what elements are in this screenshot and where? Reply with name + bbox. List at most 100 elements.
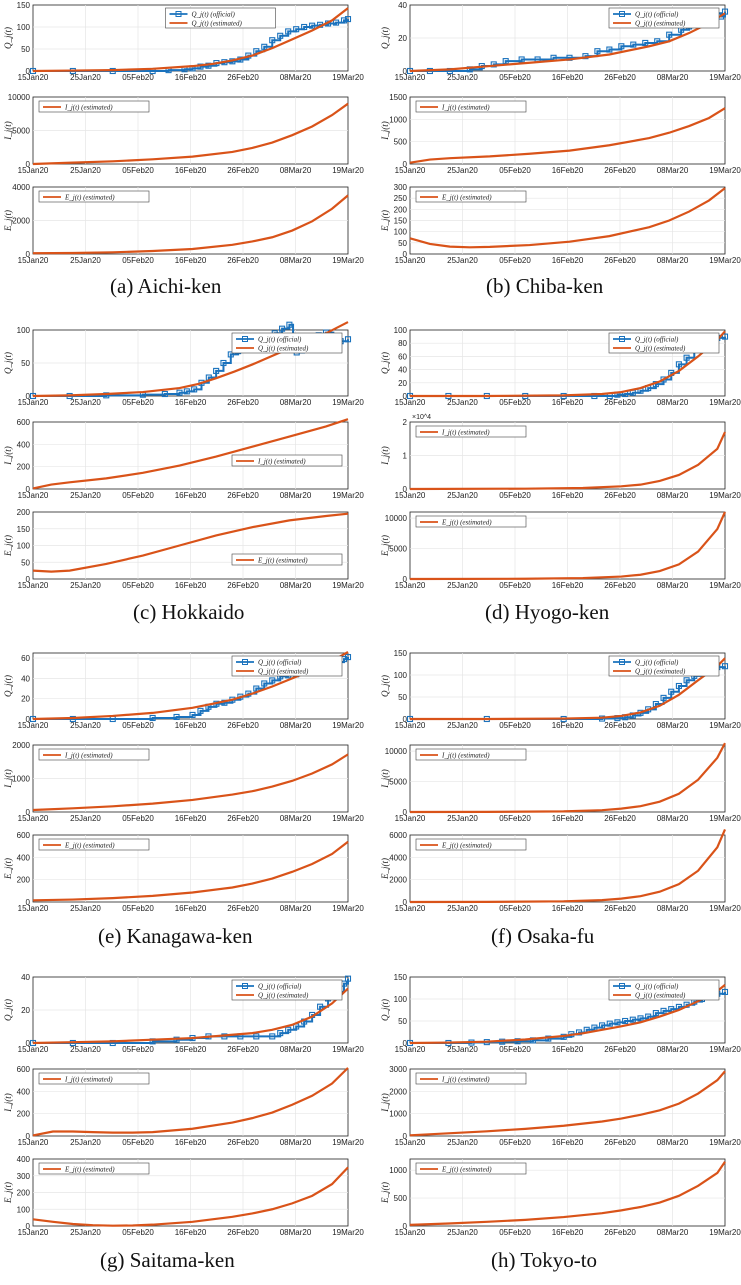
y-axis-label: Q_j(t) bbox=[380, 999, 390, 1021]
y-tick-label: 50 bbox=[21, 359, 30, 368]
y-tick-label: 100 bbox=[394, 228, 408, 237]
x-tick-label: 15Jan20 bbox=[395, 814, 426, 823]
y-tick-label: 200 bbox=[17, 1110, 31, 1119]
legend-label: I_j(t) (estimated) bbox=[257, 458, 306, 466]
legend-box bbox=[415, 190, 527, 203]
y-tick-label: 200 bbox=[17, 463, 31, 472]
x-tick-label: 26Feb20 bbox=[227, 1228, 259, 1237]
plot-a-E: 0 2000 4000 15Jan20 25Jan20 05Feb20 16Feb20 26F… bbox=[3, 183, 364, 265]
legend-label: Q_j(t) (official) bbox=[635, 11, 679, 19]
x-tick-label: 15Jan20 bbox=[395, 904, 426, 913]
y-tick-label: 100 bbox=[394, 995, 408, 1004]
x-tick-label: 25Jan20 bbox=[70, 491, 101, 500]
x-tick-label: 05Feb20 bbox=[499, 814, 531, 823]
x-tick-label: 08Mar20 bbox=[657, 491, 689, 500]
x-tick-label: 16Feb20 bbox=[552, 73, 584, 82]
x-tick-label: 19Mar20 bbox=[709, 73, 741, 82]
x-tick-label: 05Feb20 bbox=[122, 1138, 154, 1147]
data-point bbox=[344, 336, 352, 343]
legend-label: E_j(t) (estimated) bbox=[441, 842, 492, 850]
series-line-estimated bbox=[32, 7, 349, 73]
plot-d-I: 0 1 2 15Jan20 25Jan20 05Feb20 16Feb20 26Feb20 08… bbox=[380, 414, 741, 500]
x-tick-label: 05Feb20 bbox=[122, 166, 154, 175]
y-tick-label: 50 bbox=[398, 1017, 407, 1026]
x-tick-label: 08Mar20 bbox=[657, 1228, 689, 1237]
x-tick-label: 05Feb20 bbox=[499, 581, 531, 590]
x-tick-label: 15Jan20 bbox=[18, 398, 49, 407]
x-tick-label: 15Jan20 bbox=[395, 398, 426, 407]
plot-e-E: 0 200 400 600 15Jan20 25Jan20 05Feb20 16Feb20 26… bbox=[3, 831, 364, 913]
y-tick-label: 0 bbox=[26, 250, 31, 259]
legend-box bbox=[608, 332, 720, 354]
data-point bbox=[183, 388, 190, 395]
x-tick-label: 19Mar20 bbox=[332, 256, 364, 265]
legend-marker bbox=[242, 659, 248, 665]
legend-box bbox=[231, 553, 343, 566]
y-tick-label: 0 bbox=[403, 1039, 408, 1048]
y-tick-label: 40 bbox=[21, 674, 30, 683]
x-tick-label: 19Mar20 bbox=[709, 256, 741, 265]
legend-label: E_j(t) (estimated) bbox=[64, 1166, 115, 1174]
y-tick-label: 2000 bbox=[389, 1087, 407, 1096]
plot-c-I: 0 200 400 600 15Jan20 25Jan20 05Feb20 16Feb20 26… bbox=[3, 418, 364, 500]
data-point bbox=[279, 325, 286, 332]
data-point bbox=[502, 58, 509, 65]
y-axis-label: Q_j(t) bbox=[3, 352, 13, 374]
data-point bbox=[103, 392, 110, 399]
panel-caption-d: (d) Hyogo-ken bbox=[485, 600, 610, 624]
x-tick-label: 15Jan20 bbox=[395, 166, 426, 175]
x-tick-label: 25Jan20 bbox=[447, 1228, 478, 1237]
x-tick-label: 05Feb20 bbox=[499, 73, 531, 82]
data-point bbox=[614, 1019, 621, 1026]
data-point bbox=[675, 361, 682, 368]
y-axis-label: E_j(t) bbox=[3, 535, 13, 557]
panel-caption-f: (f) Osaka-fu bbox=[491, 924, 595, 948]
x-tick-label: 26Feb20 bbox=[227, 581, 259, 590]
y-axis-label: I_j(t) bbox=[380, 769, 390, 789]
x-tick-label: 15Jan20 bbox=[395, 1138, 426, 1147]
x-tick-label: 15Jan20 bbox=[18, 904, 49, 913]
data-point bbox=[666, 31, 673, 38]
panel-caption-a: (a) Aichi-ken bbox=[110, 274, 222, 298]
x-tick-label: 19Mar20 bbox=[332, 904, 364, 913]
x-tick-label: 26Feb20 bbox=[604, 256, 636, 265]
x-tick-label: 16Feb20 bbox=[175, 1045, 207, 1054]
y-tick-label: 400 bbox=[17, 440, 31, 449]
legend-box bbox=[38, 100, 150, 113]
y-tick-label: 300 bbox=[394, 183, 408, 192]
x-tick-label: 15Jan20 bbox=[18, 1228, 49, 1237]
legend-box bbox=[38, 190, 150, 203]
y-tick-label: 100 bbox=[17, 542, 31, 551]
plot-a-Q: 0 50 100 150 15Jan20 25Jan20 05Feb20 16Feb20 26F… bbox=[3, 1, 364, 82]
plot-g-E: 0 100 200 300 400 15Jan20 25Jan20 05Feb20 16Feb2… bbox=[3, 1155, 364, 1237]
x-tick-label: 15Jan20 bbox=[18, 166, 49, 175]
x-tick-label: 05Feb20 bbox=[499, 904, 531, 913]
y-tick-label: 5000 bbox=[12, 127, 30, 136]
x-tick-label: 25Jan20 bbox=[70, 904, 101, 913]
x-tick-label: 16Feb20 bbox=[552, 581, 584, 590]
y-tick-label: 0 bbox=[26, 67, 31, 76]
x-tick-label: 26Feb20 bbox=[227, 814, 259, 823]
x-tick-label: 05Feb20 bbox=[499, 256, 531, 265]
y-tick-label: 6000 bbox=[389, 831, 407, 840]
legend-box bbox=[231, 332, 343, 354]
legend-label: Q_j(t) (estimated) bbox=[258, 345, 309, 353]
x-tick-label: 25Jan20 bbox=[70, 581, 101, 590]
legend-label: Q_j(t) (official) bbox=[258, 659, 302, 667]
x-tick-label: 16Feb20 bbox=[552, 491, 584, 500]
y-tick-label: 0 bbox=[26, 808, 31, 817]
legend-label: I_j(t) (estimated) bbox=[64, 1076, 113, 1084]
y-tick-label: 500 bbox=[394, 138, 408, 147]
legend-label: E_j(t) (estimated) bbox=[64, 842, 115, 850]
y-tick-label: 0 bbox=[26, 1222, 31, 1231]
y-axis-label: Q_j(t) bbox=[380, 27, 390, 49]
data-point bbox=[277, 32, 284, 39]
data-point bbox=[197, 707, 204, 714]
plot-f-Q: 0 50 100 150 15Jan20 25Jan20 05Feb20 16Feb20 26F… bbox=[380, 649, 741, 730]
series-line-estimated bbox=[409, 828, 727, 904]
plot-c-E: 0 50 100 150 200 15Jan20 25Jan20 05Feb20 16Feb20… bbox=[3, 508, 364, 590]
x-tick-label: 25Jan20 bbox=[447, 581, 478, 590]
y-tick-label: 100 bbox=[394, 326, 408, 335]
data-point bbox=[637, 1015, 644, 1022]
